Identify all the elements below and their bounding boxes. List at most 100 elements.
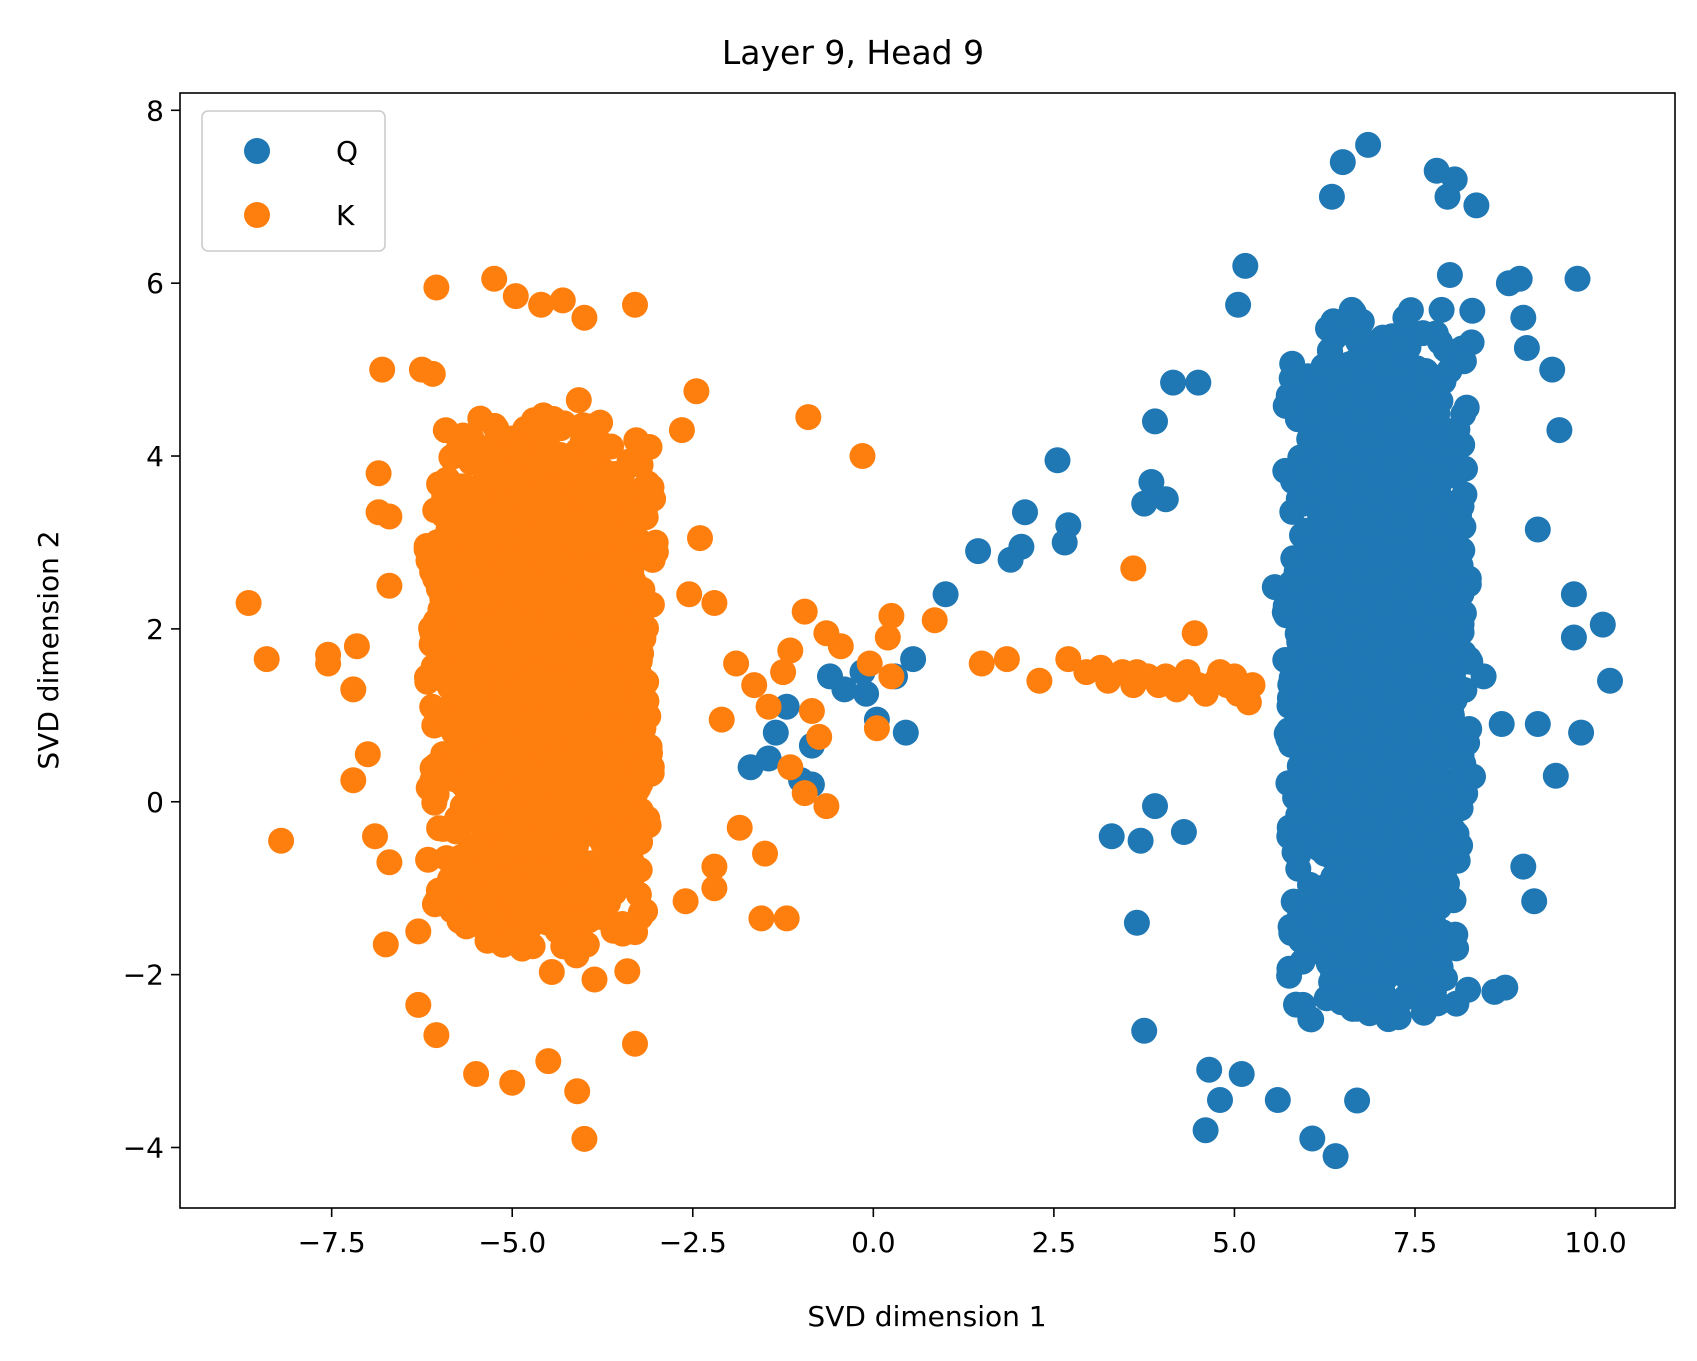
- scatter-point-k: [595, 857, 622, 884]
- scatter-point-q: [1318, 183, 1345, 210]
- scatter-point-k: [609, 533, 635, 560]
- scatter-point-k: [408, 356, 435, 383]
- scatter-point-q: [1385, 801, 1412, 828]
- scatter-point-k: [540, 406, 567, 432]
- scatter-point-k: [791, 780, 818, 807]
- scatter-point-k: [633, 615, 659, 642]
- scatter-point-k: [556, 641, 583, 668]
- scatter-point-k: [806, 723, 833, 750]
- scatter-point-k: [463, 1061, 490, 1087]
- x-tick-label: 10.0: [1564, 1226, 1626, 1259]
- scatter-point-k: [874, 624, 901, 651]
- scatter-point-q: [1333, 470, 1360, 497]
- scatter-point-q: [1367, 560, 1393, 587]
- scatter-point-q: [1455, 976, 1482, 1003]
- scatter-point-k: [481, 565, 508, 592]
- scatter-point-k: [571, 304, 598, 331]
- scatter-point-k: [752, 840, 778, 867]
- scatter-point-q: [1359, 428, 1386, 454]
- scatter-point-q: [1410, 486, 1437, 513]
- scatter-point-q: [1272, 392, 1299, 419]
- scatter-point-q: [1506, 265, 1533, 292]
- scatter-point-q: [997, 546, 1024, 573]
- scatter-point-q: [1413, 951, 1439, 978]
- scatter-point-k: [376, 849, 403, 876]
- scatter-point-q: [1299, 1125, 1326, 1152]
- scatter-point-q: [1303, 615, 1330, 642]
- scatter-point-k: [437, 866, 464, 892]
- scatter-point-k: [471, 539, 498, 565]
- scatter-point-k: [878, 602, 905, 629]
- scatter-point-k: [993, 646, 1020, 673]
- scatter-point-k: [633, 493, 659, 520]
- scatter-point-k: [268, 827, 295, 854]
- scatter-point-k: [405, 918, 432, 945]
- scatter-point-q: [1316, 337, 1343, 364]
- scatter-point-q: [1521, 888, 1548, 915]
- scatter-point-q: [1332, 770, 1359, 797]
- scatter-point-q: [1432, 965, 1458, 992]
- scatter-point-q: [1371, 350, 1398, 377]
- scatter-point-q: [1339, 909, 1366, 936]
- scatter-point-q: [1300, 714, 1327, 741]
- scatter-point-k: [447, 709, 474, 736]
- scatter-point-q: [1346, 691, 1373, 718]
- scatter-point-k: [638, 591, 665, 618]
- scatter-point-q: [1436, 811, 1463, 838]
- scatter-point-k: [878, 663, 905, 690]
- scatter-point-k: [582, 573, 609, 600]
- scatter-point-q: [1278, 365, 1305, 392]
- scatter-point-k: [777, 754, 804, 781]
- x-tick-label: −2.5: [659, 1226, 727, 1259]
- scatter-point-k: [1120, 555, 1147, 582]
- scatter-point-q: [1510, 853, 1537, 880]
- scatter-point-k: [622, 1030, 648, 1057]
- scatter-point-q: [1546, 417, 1573, 444]
- scatter-point-k: [598, 433, 625, 460]
- scatter-point-k: [968, 650, 995, 677]
- x-tick-label: −5.0: [478, 1226, 546, 1259]
- scatter-point-k: [567, 758, 594, 785]
- scatter-point-k: [473, 889, 500, 916]
- scatter-point-q: [1414, 394, 1441, 421]
- scatter-point-q: [1354, 511, 1381, 537]
- scatter-point-k: [513, 632, 540, 659]
- scatter-point-q: [1392, 304, 1419, 331]
- scatter-point-k: [450, 422, 477, 449]
- scatter-point-q: [1560, 581, 1587, 608]
- scatter-point-q: [737, 754, 764, 781]
- scatter-point-q: [1379, 686, 1406, 713]
- scatter-point-q: [1456, 716, 1483, 742]
- scatter-point-k: [773, 905, 800, 932]
- scatter-point-q: [1385, 509, 1412, 536]
- scatter-point-k: [777, 637, 804, 664]
- scatter-point-q: [1329, 149, 1356, 176]
- scatter-point-k: [472, 507, 499, 534]
- scatter-point-k: [564, 738, 591, 765]
- scatter-point-q: [1404, 661, 1431, 688]
- scatter-point-q: [965, 538, 992, 565]
- scatter-point-q: [1098, 823, 1125, 850]
- scatter-point-k: [423, 274, 450, 301]
- scatter-point-k: [484, 870, 511, 897]
- scatter-point-k: [849, 443, 876, 469]
- scatter-point-k: [430, 815, 457, 842]
- scatter-point-k: [571, 1125, 598, 1152]
- scatter-point-k: [450, 560, 477, 587]
- scatter-point-k: [553, 855, 580, 882]
- scatter-point-q: [1428, 296, 1455, 323]
- y-tick-label: 0: [146, 786, 164, 819]
- scatter-point-q: [1228, 1061, 1255, 1087]
- scatter-point-k: [423, 1022, 450, 1049]
- scatter-point-q: [1331, 439, 1358, 466]
- scatter-point-k: [481, 412, 508, 439]
- scatter-point-q: [1299, 540, 1326, 567]
- scatter-point-q: [1388, 928, 1415, 955]
- plot-frame: [179, 92, 1676, 1209]
- scatter-point-q: [932, 581, 959, 608]
- scatter-point-k: [639, 546, 666, 573]
- scatter-point-q: [1441, 166, 1468, 193]
- scatter-point-k: [362, 823, 388, 850]
- scatter-point-k: [490, 653, 517, 680]
